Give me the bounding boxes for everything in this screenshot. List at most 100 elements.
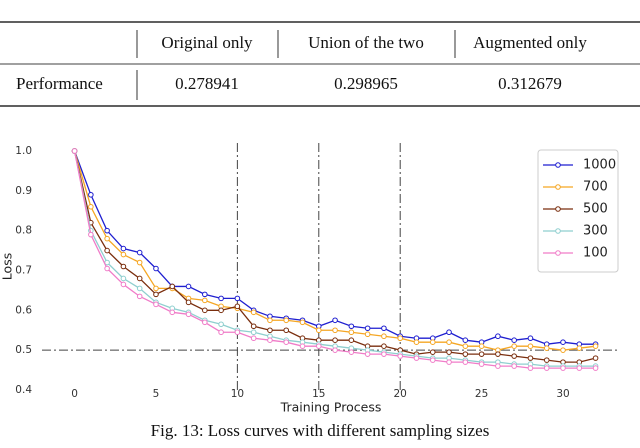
y-tick-label: 0.6	[15, 304, 32, 316]
x-axis-label: Training Process	[280, 400, 382, 415]
point	[462, 343, 469, 349]
point	[413, 339, 420, 345]
point	[104, 227, 110, 234]
point	[429, 357, 436, 363]
point	[381, 343, 387, 349]
point	[462, 337, 469, 344]
point	[250, 323, 257, 330]
series-line	[73, 150, 596, 345]
point	[153, 265, 159, 272]
point	[169, 309, 176, 316]
point	[348, 323, 355, 330]
point	[218, 307, 224, 314]
point	[283, 317, 290, 324]
x-tick-label: 0	[71, 388, 78, 400]
y-tick-label: 0.4	[15, 384, 32, 396]
point	[348, 349, 355, 355]
point	[136, 293, 143, 300]
point	[543, 365, 550, 371]
legend-marker	[555, 250, 561, 256]
point	[560, 339, 566, 345]
point	[332, 347, 338, 353]
point	[413, 355, 420, 361]
series-line	[73, 150, 596, 369]
legend-box	[537, 149, 619, 273]
legend-label: 100	[583, 246, 608, 261]
legend-label: 500	[583, 202, 608, 217]
point	[478, 343, 485, 349]
y-axis-label: Loss	[0, 253, 15, 280]
point	[71, 148, 78, 154]
cell: 0.312679	[498, 74, 562, 93]
point	[185, 299, 192, 306]
point	[527, 355, 534, 361]
point	[527, 335, 534, 342]
point	[120, 263, 127, 270]
series-line	[73, 150, 596, 367]
point	[120, 281, 127, 288]
point	[332, 337, 338, 344]
x-tick-label: 15	[312, 388, 325, 400]
point	[299, 343, 306, 349]
column-header: Original only	[161, 33, 253, 52]
point	[560, 365, 566, 371]
point	[592, 365, 599, 371]
point	[592, 343, 599, 349]
point	[202, 291, 208, 298]
point	[511, 363, 517, 369]
point	[429, 339, 436, 345]
point	[136, 275, 143, 282]
point	[218, 329, 224, 336]
point	[446, 359, 452, 365]
point	[185, 311, 192, 318]
legend-label: 300	[583, 224, 608, 239]
point	[299, 319, 306, 326]
caption: Fig. 13: Loss curves with different samp…	[151, 421, 490, 440]
legend-label: 700	[583, 180, 608, 195]
point	[364, 351, 371, 357]
point	[332, 317, 338, 324]
point	[543, 357, 550, 363]
point	[104, 235, 110, 242]
point	[381, 333, 387, 340]
point	[543, 345, 550, 351]
point	[511, 343, 517, 349]
legend-marker	[555, 228, 561, 234]
point	[104, 265, 110, 272]
point	[560, 347, 566, 353]
point	[267, 317, 273, 324]
point	[381, 351, 387, 357]
point	[495, 363, 501, 369]
point	[364, 331, 371, 338]
point	[397, 353, 403, 359]
point	[136, 259, 143, 266]
point	[88, 191, 94, 198]
point	[250, 335, 257, 342]
cell: 0.298965	[334, 74, 398, 93]
point	[153, 291, 159, 298]
point	[153, 285, 159, 292]
point	[169, 283, 176, 290]
point	[267, 337, 273, 344]
row-label: Performance	[16, 74, 103, 93]
point	[234, 303, 241, 310]
y-tick-label: 0.5	[15, 344, 32, 356]
point	[527, 365, 534, 371]
point	[462, 359, 469, 365]
point	[592, 355, 599, 361]
point	[283, 339, 290, 345]
y-tick-label: 0.9	[15, 185, 32, 197]
point	[120, 251, 127, 258]
point	[120, 245, 127, 252]
legend-marker	[555, 184, 561, 190]
point	[202, 297, 208, 304]
point	[250, 309, 257, 316]
x-tick-label: 10	[231, 388, 244, 400]
point	[348, 329, 355, 336]
point	[315, 327, 322, 334]
point	[511, 353, 517, 359]
point	[348, 337, 355, 344]
point	[234, 295, 241, 302]
cell: 0.278941	[175, 74, 239, 93]
legend-marker	[555, 162, 561, 168]
